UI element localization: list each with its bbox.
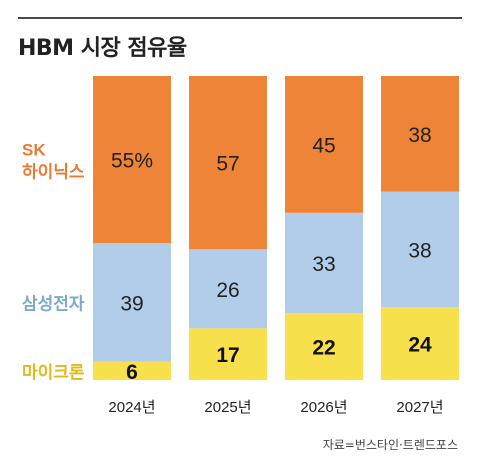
data-label: 24	[408, 334, 432, 357]
data-label: 6	[126, 361, 138, 384]
source-note: 자료=번스타인·트렌드포스	[322, 438, 458, 452]
bar-segment	[93, 361, 171, 380]
x-tick-label: 2025년	[204, 399, 251, 416]
bar-segment	[381, 76, 459, 192]
data-label: 57	[216, 153, 239, 176]
series-label: 하이닉스	[22, 163, 85, 182]
chart-title: HBM 시장 점유율	[18, 36, 187, 61]
series-label: 마이크론	[22, 363, 85, 382]
top-rule	[18, 17, 462, 19]
bar-segment	[189, 328, 267, 380]
bar-segment	[189, 76, 267, 250]
bar-segment	[93, 243, 171, 362]
data-label: 55%	[111, 150, 153, 173]
x-tick-label: 2027년	[396, 399, 443, 416]
data-label: 33	[312, 253, 335, 276]
x-tick-label: 2026년	[300, 399, 347, 416]
data-label: 26	[216, 279, 239, 302]
bar-segment	[189, 249, 267, 329]
bar-segment	[285, 313, 363, 380]
data-label: 38	[408, 124, 431, 147]
data-label: 38	[408, 239, 431, 262]
series-label: SK	[22, 141, 46, 160]
data-label: 17	[216, 344, 239, 367]
x-tick-label: 2024년	[108, 399, 155, 416]
bar-segment	[285, 212, 363, 314]
data-label: 45	[312, 134, 335, 157]
bar-segment	[381, 191, 459, 308]
series-label: 삼성전자	[22, 294, 85, 313]
bar-segment	[381, 307, 459, 380]
bar-segment	[93, 76, 171, 244]
data-label: 22	[312, 337, 335, 360]
data-label: 39	[120, 292, 143, 315]
bar-segment	[285, 76, 363, 213]
